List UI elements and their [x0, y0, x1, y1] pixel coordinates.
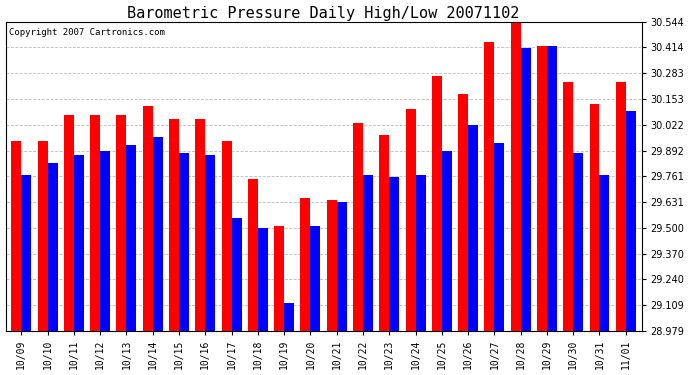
Bar: [468, 125, 478, 331]
Bar: [248, 178, 258, 331]
Bar: [615, 82, 626, 331]
Bar: [126, 145, 137, 331]
Bar: [458, 94, 468, 331]
Bar: [169, 119, 179, 331]
Bar: [494, 143, 504, 331]
Bar: [100, 151, 110, 331]
Bar: [221, 141, 232, 331]
Bar: [195, 119, 206, 331]
Bar: [232, 218, 241, 331]
Bar: [284, 303, 294, 331]
Bar: [432, 76, 442, 331]
Bar: [258, 228, 268, 331]
Bar: [484, 42, 494, 331]
Bar: [310, 226, 320, 331]
Bar: [300, 198, 310, 331]
Bar: [380, 135, 389, 331]
Bar: [274, 226, 284, 331]
Title: Barometric Pressure Daily High/Low 20071102: Barometric Pressure Daily High/Low 20071…: [128, 6, 520, 21]
Bar: [521, 48, 531, 331]
Bar: [117, 116, 126, 331]
Bar: [442, 151, 452, 331]
Bar: [152, 137, 163, 331]
Text: Copyright 2007 Cartronics.com: Copyright 2007 Cartronics.com: [9, 28, 165, 37]
Bar: [563, 82, 573, 331]
Bar: [589, 104, 600, 331]
Bar: [573, 153, 583, 331]
Bar: [353, 123, 363, 331]
Bar: [90, 116, 100, 331]
Bar: [21, 175, 31, 331]
Bar: [363, 175, 373, 331]
Bar: [537, 46, 547, 331]
Bar: [415, 175, 426, 331]
Bar: [389, 177, 400, 331]
Bar: [626, 111, 635, 331]
Bar: [547, 46, 557, 331]
Bar: [206, 155, 215, 331]
Bar: [11, 141, 21, 331]
Bar: [600, 175, 609, 331]
Bar: [406, 110, 415, 331]
Bar: [48, 163, 57, 331]
Bar: [179, 153, 189, 331]
Bar: [143, 105, 152, 331]
Bar: [337, 202, 346, 331]
Bar: [38, 141, 48, 331]
Bar: [64, 116, 74, 331]
Bar: [326, 200, 337, 331]
Bar: [74, 155, 84, 331]
Bar: [511, 22, 521, 331]
